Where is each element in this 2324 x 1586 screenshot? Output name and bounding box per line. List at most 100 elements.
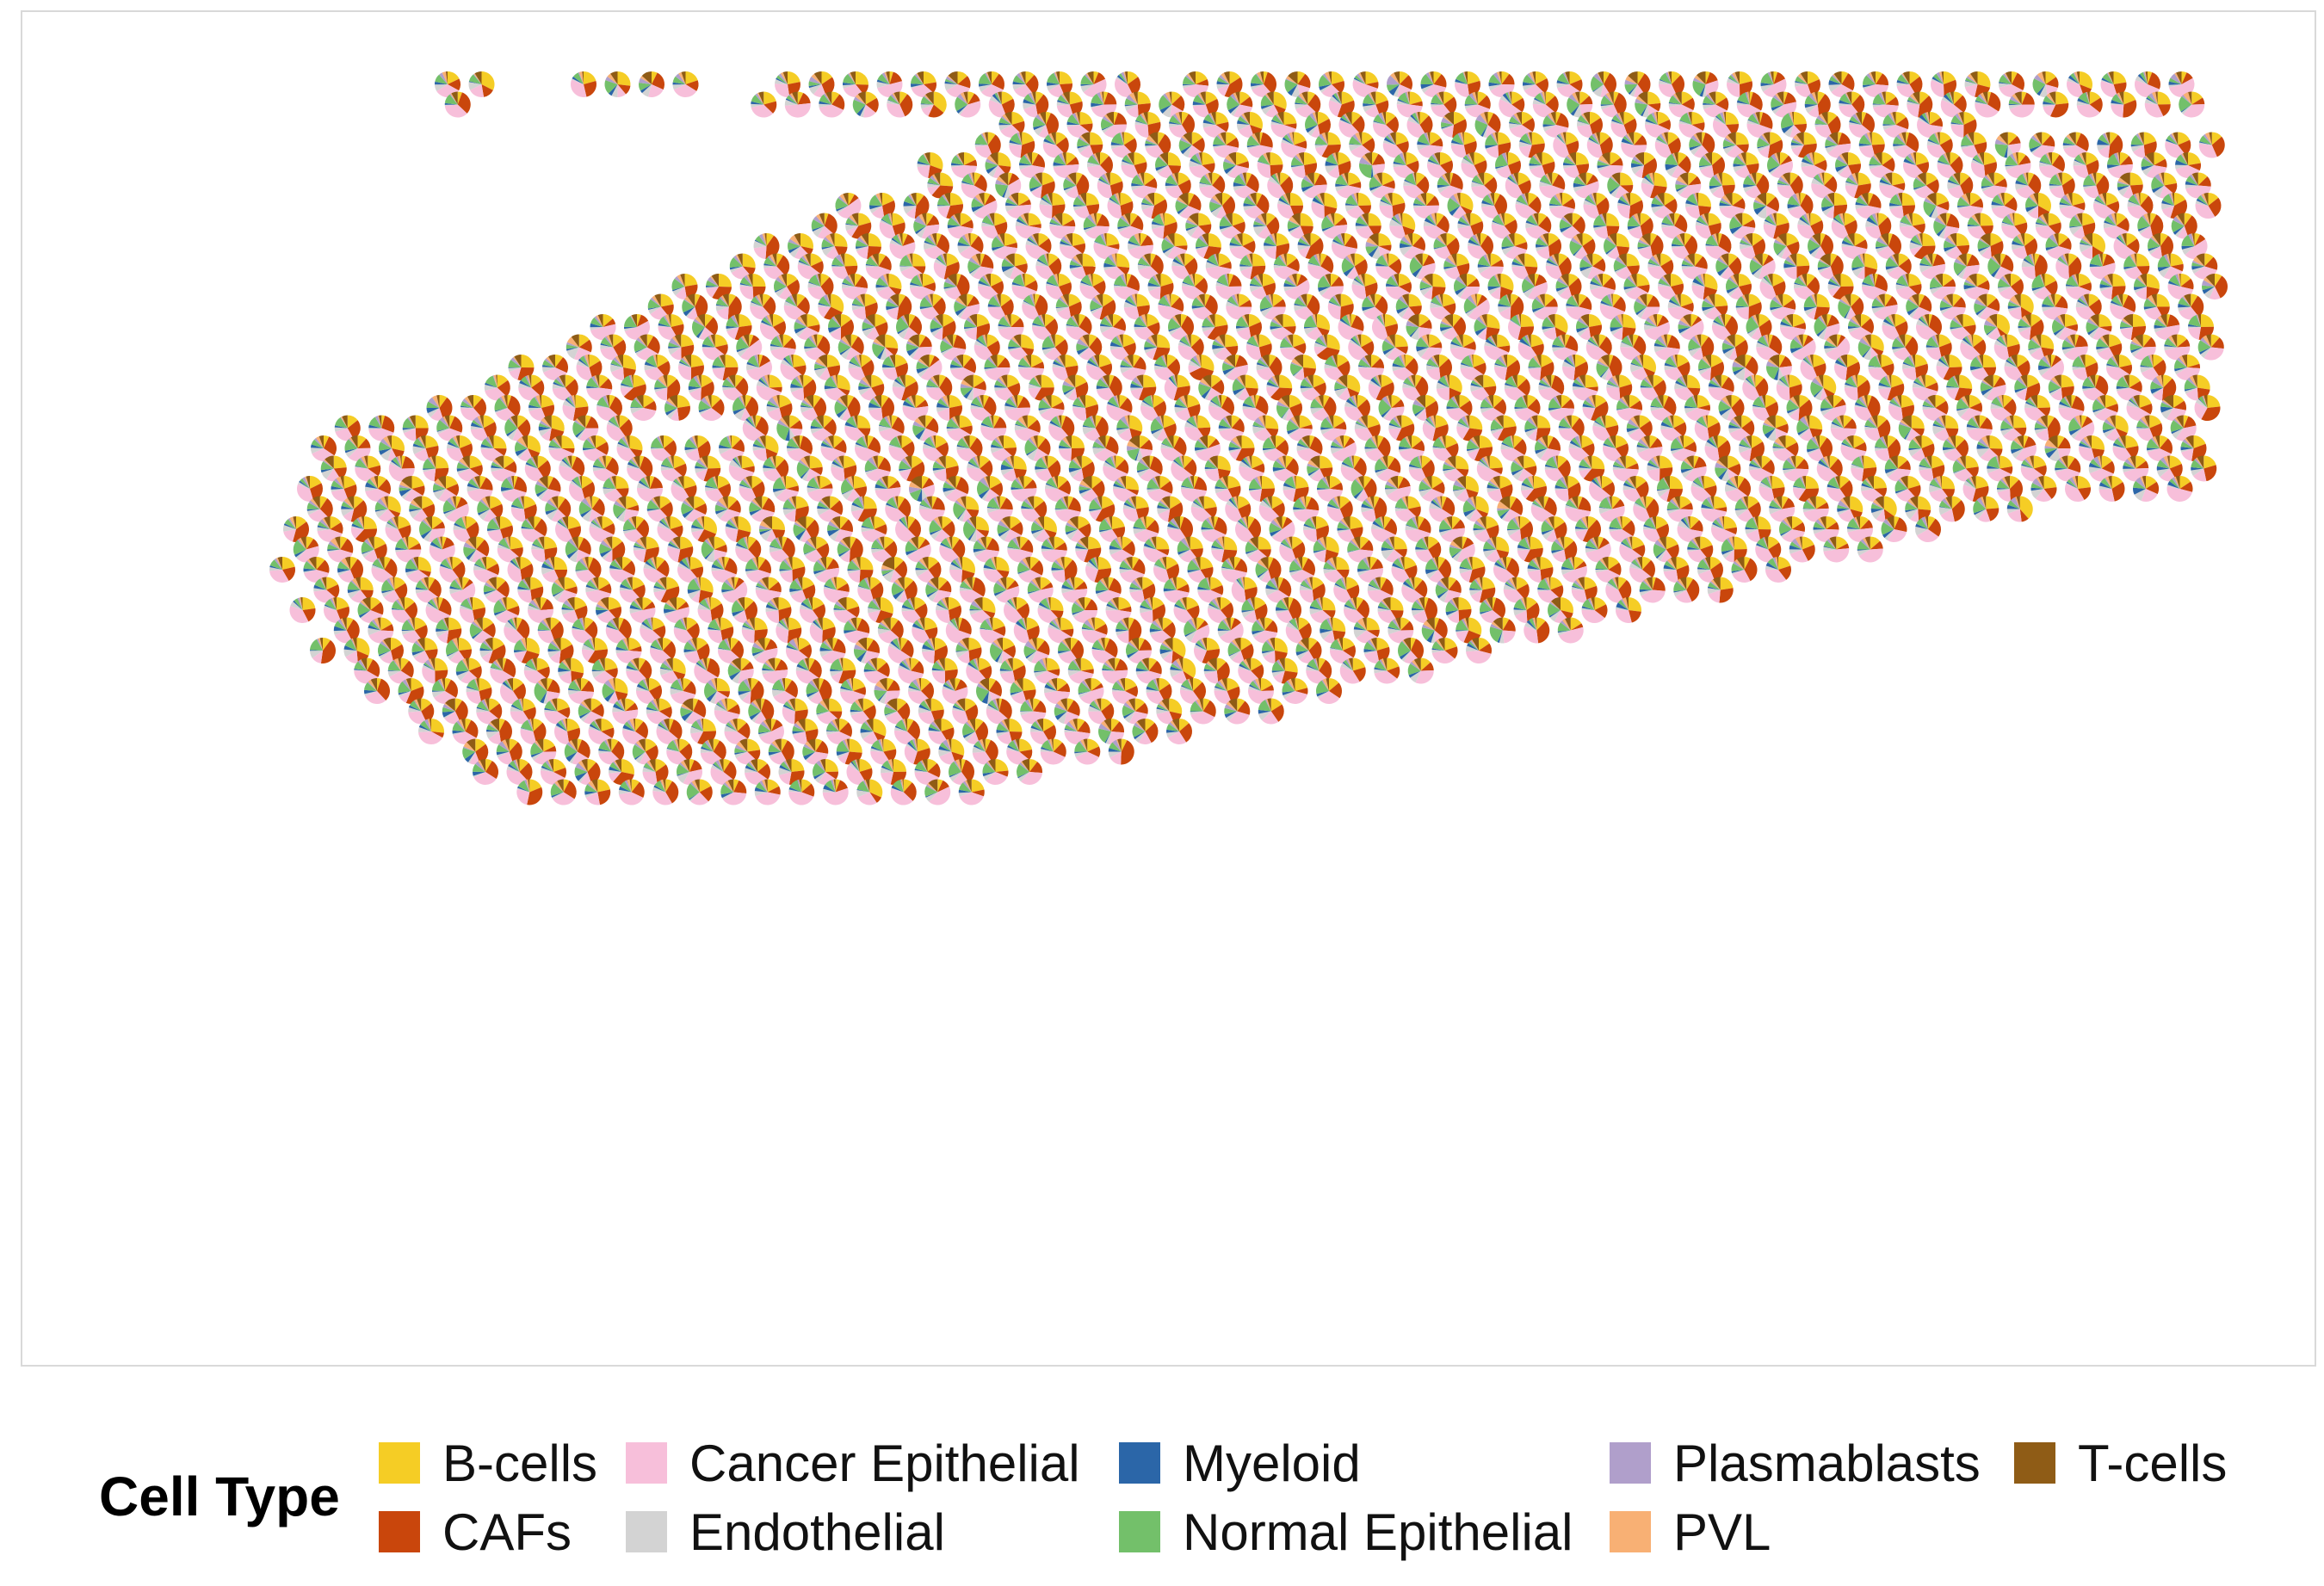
spot-slice (1319, 133, 1328, 145)
spot-slice (1033, 125, 1046, 131)
spot-slice (1957, 112, 1964, 125)
spot-slice (1749, 92, 1763, 111)
spot-slice (1870, 71, 1876, 84)
spot-slice (1197, 94, 1206, 105)
spot-slice (1035, 94, 1049, 118)
spot-slice (865, 97, 879, 113)
spot-slice (1673, 93, 1682, 105)
spot-slice (1826, 135, 1839, 145)
spot-slice (847, 73, 856, 84)
spot-slice (1040, 112, 1046, 125)
spot-pie (1576, 112, 1604, 139)
spot-slice (1501, 71, 1510, 84)
spot-slice (1841, 73, 1855, 91)
spot-pie (2043, 91, 2069, 118)
spot-slice (1921, 113, 1930, 125)
spot-slice (1123, 138, 1137, 155)
spot-slice (1599, 132, 1610, 145)
spot-slice (1622, 135, 1635, 145)
spot-slice (924, 82, 936, 93)
spot-slice (1137, 91, 1151, 105)
spot-slice (1637, 73, 1651, 96)
spot-slice (442, 71, 448, 84)
spot-slice (946, 76, 958, 84)
spot-slice (1238, 125, 1254, 138)
spot-slice (1791, 139, 1804, 145)
spot-slice (1457, 133, 1464, 145)
spot-slice (1961, 145, 1975, 147)
spot-slice (2101, 77, 2114, 84)
spot-slice (1025, 74, 1039, 95)
spot-slice (1282, 137, 1295, 145)
spot-slice (1396, 100, 1410, 105)
spot-slice (1182, 112, 1189, 125)
spot-slice (1540, 92, 1546, 105)
spot-pie (775, 71, 800, 98)
spot-pie (672, 71, 699, 98)
spot-slice (813, 71, 822, 84)
spot-slice (1123, 71, 1128, 84)
spot-slice (1825, 145, 1839, 154)
spot-slice (1126, 95, 1138, 105)
spot-slice (843, 74, 856, 84)
spot-slice (1145, 140, 1159, 145)
spot-slice (1977, 71, 1991, 88)
spot-slice (944, 81, 958, 84)
spot-slice (1509, 123, 1522, 129)
spot-slice (1735, 144, 1749, 154)
spot-slice (641, 84, 652, 97)
spot-slice (2164, 172, 2178, 186)
spot-slice (1043, 138, 1056, 145)
spot-slice (685, 71, 698, 84)
spot-slice (1817, 94, 1831, 118)
spot-slice (572, 72, 584, 84)
spot-slice (1831, 74, 1842, 84)
spot-slice (1881, 92, 1886, 105)
spot-slice (1450, 145, 1467, 158)
spot-slice (2037, 84, 2046, 96)
spot-slice (1419, 112, 1429, 125)
spot-slice (1432, 274, 1446, 287)
spot-pie (1237, 112, 1264, 138)
spot-slice (984, 132, 988, 145)
spot-slice (2183, 92, 2192, 105)
spot-pie (974, 132, 1001, 158)
spot-slice (1901, 73, 1910, 84)
spot-slice (1425, 72, 1434, 84)
spot-slice (2136, 253, 2150, 267)
spot-slice (1023, 104, 1038, 118)
spot-slice (950, 193, 963, 206)
spot-slice (1811, 91, 1818, 105)
spot-slice (1672, 94, 1682, 105)
spot-slice (1487, 113, 1501, 133)
spot-slice (1709, 91, 1716, 105)
spot-slice (1091, 93, 1104, 105)
spot-slice (1653, 172, 1667, 188)
spot-slice (1691, 285, 1705, 299)
spot-slice (992, 71, 999, 84)
spot-pie (2179, 91, 2205, 118)
spot-slice (2068, 75, 2080, 84)
spot-slice (1841, 71, 1849, 84)
spot-slice (435, 74, 448, 84)
spot-slice (1072, 113, 1080, 125)
spot-slice (1556, 134, 1567, 145)
spot-slice (1959, 112, 1964, 125)
spot-slice (1898, 133, 1907, 145)
spot-slice (1093, 71, 1099, 84)
spot-slice (2070, 72, 2080, 84)
spot-slice (1628, 84, 1638, 95)
spot-slice (1265, 93, 1274, 105)
spot-slice (1085, 72, 1094, 84)
spot-slice (1956, 233, 1969, 246)
spot-slice (825, 93, 832, 105)
spot-slice (1975, 84, 1991, 98)
spot-slice (1243, 112, 1250, 125)
spot-slice (1617, 112, 1624, 125)
spot-slice (808, 76, 822, 84)
spot-slice (1858, 143, 1872, 146)
spot-slice (1569, 71, 1582, 84)
spot-slice (1265, 104, 1280, 118)
spot-slice (1659, 80, 1672, 84)
spot-slice (1804, 103, 1818, 108)
